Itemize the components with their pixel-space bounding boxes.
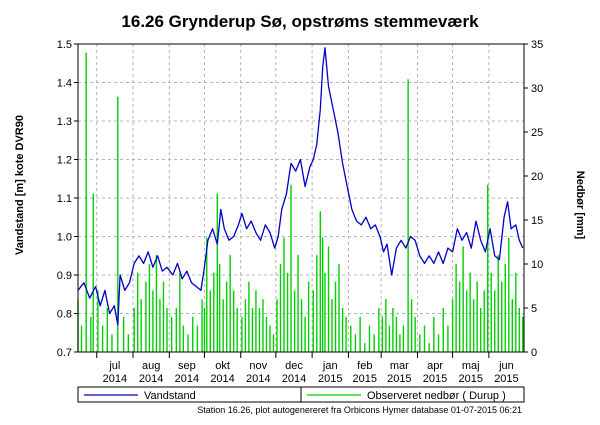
x-tick-year: 2015: [494, 373, 518, 385]
y-right-tick-label: 35: [531, 39, 543, 51]
y-left-tick-label: 0.8: [57, 309, 72, 321]
x-tick-year: 2014: [210, 373, 234, 385]
y-right-tick-label: 25: [531, 127, 543, 139]
x-axis-ticks: jul2014aug2014sep2014okt2014nov2014dec20…: [96, 352, 519, 385]
x-tick-month: maj: [462, 360, 480, 372]
precipitation-bars: [77, 52, 524, 352]
legend-label-vandstand: Vandstand: [144, 390, 196, 402]
y-left-tick-label: 0.9: [57, 270, 72, 282]
x-tick-month: apr: [427, 360, 443, 372]
x-tick-year: 2014: [282, 373, 306, 385]
x-tick-month: jan: [322, 360, 338, 372]
x-tick-month: okt: [215, 360, 230, 372]
x-tick-month: jun: [498, 360, 514, 372]
water-level-series: [77, 47, 524, 326]
chart-title: 16.26 Grynderup Sø, opstrøms stemmeværk: [121, 12, 479, 31]
y-left-tick-label: 1.5: [57, 39, 72, 51]
x-tick-month: sep: [178, 360, 196, 372]
y-left-tick-label: 1.4: [57, 78, 72, 90]
x-tick-year: 2014: [139, 373, 163, 385]
chart-footer: Station 16.26, plot autogenereret fra Or…: [197, 405, 522, 415]
x-tick-month: mar: [390, 360, 409, 372]
y-right-tick-label: 30: [531, 83, 543, 95]
x-tick-year: 2015: [353, 373, 377, 385]
y-left-tick-label: 1.2: [57, 155, 72, 167]
y-right-tick-label: 5: [531, 303, 537, 315]
x-tick-month: dec: [285, 360, 303, 372]
y-left-tick-label: 1.0: [57, 232, 72, 244]
y-axis-left-label: Vandstand [m] kote DVR90: [14, 115, 26, 255]
x-tick-year: 2015: [387, 373, 411, 385]
x-tick-year: 2014: [246, 373, 270, 385]
x-tick-year: 2015: [423, 373, 447, 385]
x-tick-month: nov: [249, 360, 267, 372]
y-axis-right-label: Nedbør [mm]: [574, 171, 586, 240]
x-tick-month: jul: [108, 360, 120, 372]
legend: Vandstand Observeret nedbør ( Durup ): [77, 386, 525, 403]
x-tick-month: feb: [357, 360, 372, 372]
y-right-tick-label: 15: [531, 215, 543, 227]
y-axis-left-ticks: 0.7 0.8 0.9 1.0 1.1 1.2 1.3 1.4 1.5: [57, 39, 78, 359]
x-tick-year: 2014: [175, 373, 199, 385]
x-tick-year: 2015: [458, 373, 482, 385]
x-tick-month: aug: [142, 360, 160, 372]
x-tick-year: 2015: [318, 373, 342, 385]
y-left-tick-label: 1.1: [57, 193, 72, 205]
x-tick-year: 2014: [103, 373, 127, 385]
legend-label-nedboer: Observeret nedbør ( Durup ): [367, 390, 506, 402]
y-right-tick-label: 20: [531, 171, 543, 183]
y-axis-right-ticks: 0 5 10 15 20 25 30 35: [524, 39, 543, 359]
y-right-tick-label: 0: [531, 347, 537, 359]
water-level-line: [77, 47, 524, 326]
y-left-tick-label: 0.7: [57, 347, 72, 359]
y-right-tick-label: 10: [531, 259, 543, 271]
y-left-tick-label: 1.3: [57, 116, 72, 128]
